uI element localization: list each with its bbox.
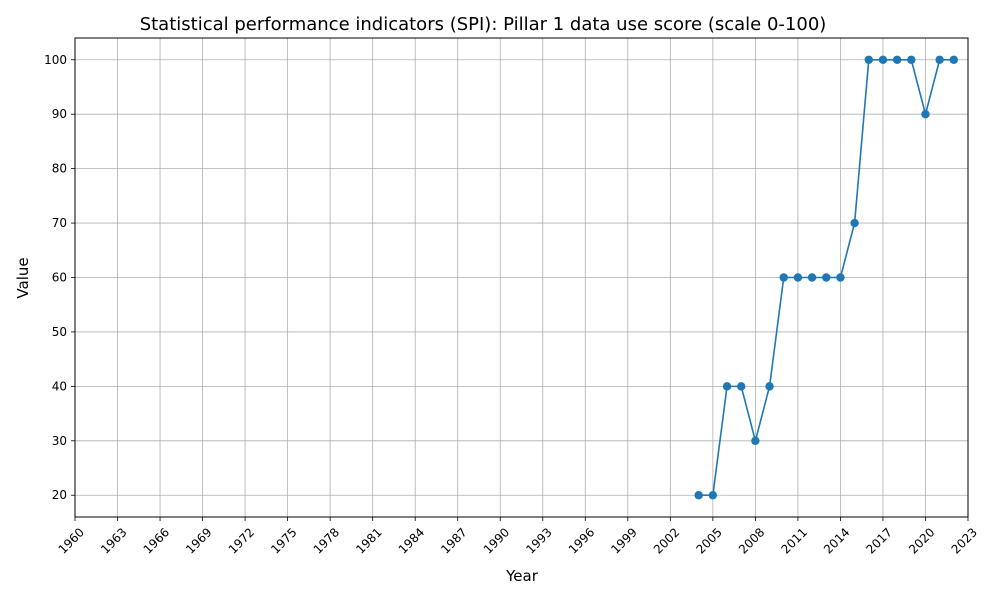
x-tick-label: 2008 xyxy=(736,525,767,556)
data-point xyxy=(949,55,959,64)
x-tick-label: 1963 xyxy=(98,525,129,556)
series-layer xyxy=(694,55,959,500)
y-tick-label: 40 xyxy=(52,379,67,393)
data-point xyxy=(793,273,803,282)
data-point xyxy=(907,55,916,64)
chart-title: Statistical performance indicators (SPI)… xyxy=(140,14,827,35)
x-tick-label: 2014 xyxy=(821,525,852,556)
y-tick-label: 70 xyxy=(52,216,67,230)
x-tick-label: 2017 xyxy=(864,525,895,556)
y-tick-label: 30 xyxy=(52,434,67,448)
x-tick-label: 2005 xyxy=(693,525,724,556)
x-axis-title: Year xyxy=(505,567,539,585)
x-tick-label: 1966 xyxy=(141,525,172,556)
data-point xyxy=(836,273,845,282)
x-tick-label: 1996 xyxy=(566,525,597,556)
x-tick-label: 1978 xyxy=(311,525,342,556)
y-tick-label: 50 xyxy=(52,325,67,339)
x-tick-label: 2002 xyxy=(651,525,682,556)
y-tick-label: 100 xyxy=(44,53,67,67)
x-tick-label: 1972 xyxy=(226,525,257,556)
x-tick-label: 1975 xyxy=(268,525,299,556)
y-tick-label: 60 xyxy=(52,271,67,285)
data-point xyxy=(722,382,732,391)
data-point xyxy=(892,55,902,64)
x-tick-label: 1990 xyxy=(481,525,512,556)
data-point xyxy=(807,273,817,282)
data-point xyxy=(935,55,944,64)
x-tick-label: 2023 xyxy=(949,525,980,556)
y-tick-label: 90 xyxy=(52,107,67,121)
data-point xyxy=(822,273,831,282)
grid xyxy=(74,38,969,517)
x-tick-label: 1960 xyxy=(56,525,87,556)
x-tick-label: 1987 xyxy=(438,525,469,556)
y-tick-label: 80 xyxy=(52,162,67,176)
x-tick-label: 1984 xyxy=(396,525,427,556)
y-axis-ticks: 20 30 40 50 60 70 80 90 100 xyxy=(44,53,75,502)
x-tick-label: 2020 xyxy=(906,525,937,556)
data-point xyxy=(864,55,873,64)
data-point xyxy=(779,273,788,282)
data-point xyxy=(737,382,746,391)
y-axis-title: Value xyxy=(14,257,32,298)
data-point xyxy=(850,218,859,228)
y-tick-label: 20 xyxy=(52,488,67,502)
x-tick-label: 1993 xyxy=(523,525,554,556)
data-point xyxy=(765,382,774,391)
data-point xyxy=(694,491,703,500)
data-point xyxy=(921,110,930,119)
data-point xyxy=(878,55,888,64)
data-point xyxy=(708,491,718,500)
x-tick-label: 2011 xyxy=(778,525,809,556)
x-axis-ticks: 1960 1963 1966 1969 1972 1975 1978 1981 1984 1987… xyxy=(56,517,980,557)
x-tick-label: 1981 xyxy=(353,525,384,556)
data-point xyxy=(751,436,760,445)
x-tick-label: 1969 xyxy=(183,525,214,556)
x-tick-label: 1999 xyxy=(608,525,639,556)
